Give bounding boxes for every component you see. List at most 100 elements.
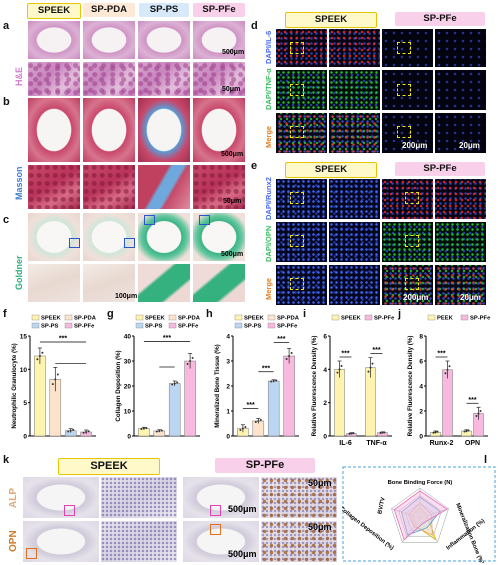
he-zoom-sp-pfe — [192, 61, 246, 97]
roi-e-4 — [405, 235, 419, 247]
radar-axis-label: Bone Binding Force (N) — [388, 480, 453, 486]
radar-series — [410, 506, 437, 541]
y-axis-label: Collagen Deposition (%) — [115, 350, 122, 421]
data-point — [254, 421, 257, 423]
fl-d-r1-c3 — [381, 28, 434, 68]
radar-frame — [342, 466, 496, 562]
fluor-label-merge-1: Merge — [264, 125, 273, 148]
masson-overview-sp-pfe — [192, 97, 246, 163]
data-point — [448, 365, 451, 368]
legend-swatch — [31, 322, 40, 329]
fluor-label-dapi-il6: DAPI/IL-6 — [264, 30, 273, 64]
data-point — [432, 431, 435, 434]
y-tick-label: 1 — [226, 409, 230, 416]
data-point — [463, 430, 466, 433]
ihc-alp-pfe-zoom — [260, 476, 338, 519]
fluor-label-merge-2: Merge — [264, 277, 273, 300]
fl-d-r2-c4 — [434, 69, 487, 111]
goldner-zoom-sp-ps — [137, 263, 191, 303]
fl-d-r3-c1 — [275, 112, 328, 154]
panel-label-g: g — [107, 308, 114, 320]
fluor-label-dapi-runx2: DAPI/Runx2 — [264, 177, 273, 220]
data-point — [51, 383, 54, 386]
bar — [365, 367, 376, 437]
fl-d-r2-c3 — [381, 69, 434, 111]
roi-e-1 — [290, 192, 304, 204]
panel-label-l: l — [484, 454, 488, 466]
header-e-speek: SPEEK — [285, 162, 377, 178]
panel-label-c: c — [3, 214, 10, 226]
roi-k-2 — [210, 505, 221, 516]
y-axis-label: Mineralized Bone Tissue (%) — [214, 344, 221, 427]
he-zoom-sp-ps — [137, 61, 191, 97]
chart-i-inflammation-fluor: 0 2 4 6 Relative Fluorescence Density (%) SPE… — [311, 314, 395, 447]
roi-box-goldner-3 — [144, 215, 155, 225]
fl-e-r3-c2 — [328, 264, 381, 306]
scale-he-500: 500μm — [222, 49, 245, 56]
x-tick-label: OPN — [465, 440, 480, 447]
y-tick-label: 4 — [226, 334, 230, 341]
y-tick-label: 10 — [20, 367, 28, 374]
data-point — [257, 420, 260, 422]
scale-goldner-100: 100μm — [115, 293, 138, 300]
he-overview-sp-pfe — [192, 20, 246, 60]
data-point — [467, 429, 470, 432]
y-tick-label: 40 — [124, 334, 132, 341]
legend-label: SP-PFe — [74, 324, 95, 330]
y-tick-label: 8 — [419, 334, 423, 341]
significance-label: *** — [468, 397, 476, 404]
data-point — [367, 370, 370, 373]
legend-label: SP-PFe — [374, 316, 395, 322]
data-point — [67, 430, 70, 433]
fl-e-r3-c4 — [434, 264, 487, 306]
significance-label: *** — [247, 402, 255, 409]
legend-label: SP-PDA — [277, 316, 300, 322]
y-tick-label: 3 — [226, 359, 230, 366]
scale-goldner-500: 500μm — [221, 251, 244, 258]
he-overview-speek — [27, 20, 81, 60]
x-tick-label: TNF-α — [366, 440, 387, 447]
header-k-sp-pfe: SP-PFe — [215, 458, 315, 473]
data-point — [371, 362, 374, 365]
he-zoom-speek — [27, 61, 81, 97]
fl-d-r2-c2 — [328, 69, 381, 111]
legend-label: PEEK — [437, 316, 454, 322]
y-tick-label: 30 — [124, 359, 132, 366]
roi-box-goldner-2 — [124, 238, 135, 248]
y-tick-label: 0 — [419, 434, 423, 441]
y-tick-label: 6 — [419, 359, 423, 366]
data-point — [444, 372, 447, 375]
y-tick-label: 0 — [226, 434, 230, 441]
ihc-opn-speek-overview — [22, 520, 100, 563]
radar-axis-label: Collagen Deposition (%) — [342, 506, 395, 552]
ihc-opn-pfe-overview — [182, 520, 260, 563]
ihc-opn-speek-zoom — [100, 520, 178, 563]
scale-he-50: 50μm — [222, 86, 241, 93]
bar — [334, 369, 345, 437]
y-tick-label: 0 — [323, 434, 327, 441]
he-zoom-sp-pda — [82, 61, 136, 97]
data-point — [465, 430, 468, 432]
goldner-overview-speek — [27, 212, 81, 262]
legend-label: SP-PS — [41, 324, 59, 330]
panel-label-d: d — [251, 20, 258, 32]
panel-label-k: k — [3, 454, 10, 466]
significance-label: *** — [437, 351, 445, 358]
roi-box-goldner — [69, 238, 80, 248]
chart-h-mineralized: 0 1 2 3 4 Mineralized Bone Tissue (%) SPEEK SP-… — [214, 314, 300, 441]
legend-label: SP-PDA — [178, 316, 201, 322]
data-point — [350, 432, 353, 435]
bar — [168, 383, 181, 437]
data-point — [158, 430, 161, 432]
legend-label: SPEEK — [244, 316, 264, 322]
significance-label: *** — [341, 351, 349, 358]
data-point — [270, 380, 273, 383]
fl-d-r1-c4 — [434, 28, 487, 68]
data-point — [352, 432, 355, 435]
masson-overview-sp-pda — [82, 97, 136, 163]
legend-swatch — [31, 314, 40, 321]
data-point — [36, 358, 39, 361]
goldner-zoom-sp-pda — [82, 263, 136, 303]
data-point — [477, 412, 480, 415]
scale-k-50-1: 50μm — [308, 478, 332, 488]
